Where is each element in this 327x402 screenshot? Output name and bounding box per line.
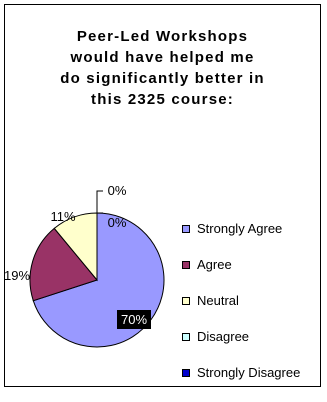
pie-chart: 70% 19% 11% 0% 0% (4, 183, 165, 348)
data-label-agree: 19% (4, 268, 30, 283)
legend-label: Strongly Agree (197, 221, 283, 236)
legend: Strongly Agree Agree Neutral Disagree St… (182, 222, 327, 402)
leader-line (96, 190, 103, 213)
legend-label: Disagree (197, 329, 250, 344)
legend-swatch (182, 297, 190, 305)
pie-slice-neutral (53, 212, 98, 282)
pie-slice-agree (29, 227, 98, 302)
data-label-strongly-disagree: 0% (108, 183, 127, 198)
legend-item-strongly-agree: Strongly Agree (182, 222, 327, 238)
legend-item-agree: Agree (182, 258, 327, 274)
data-label-strongly-agree: 70% (121, 312, 147, 327)
legend-item-strongly-disagree: Strongly Disagree (182, 366, 327, 382)
chart-title: Peer-Led Workshops would have helped me … (60, 28, 265, 108)
legend-swatch (182, 333, 190, 341)
data-label-disagree: 0% (108, 215, 127, 230)
legend-swatch (182, 225, 190, 233)
legend-label: Strongly Disagree (197, 365, 301, 380)
legend-swatch (182, 261, 190, 269)
legend-item-neutral: Neutral (182, 294, 327, 310)
data-label-background (117, 310, 151, 329)
legend-item-disagree: Disagree (182, 330, 327, 346)
data-label-neutral: 11% (50, 209, 75, 224)
legend-swatch (182, 369, 190, 377)
legend-label: Neutral (197, 293, 239, 308)
legend-label: Agree (197, 257, 232, 272)
